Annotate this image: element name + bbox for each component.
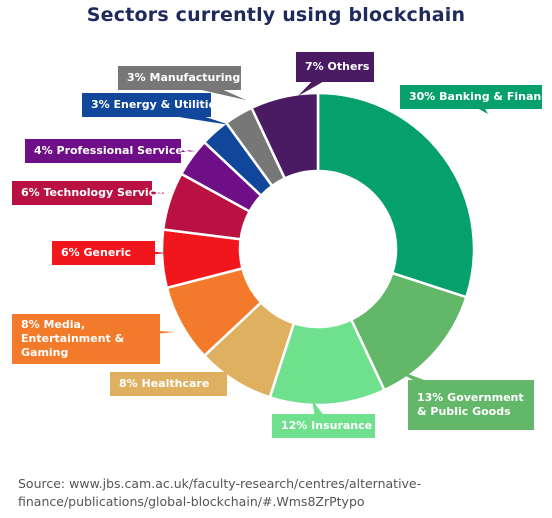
slice-label: 4% Professional Services xyxy=(25,139,189,163)
slice-label: 7% Others xyxy=(296,52,374,82)
slice-label: 3% Energy & Utilities xyxy=(82,93,223,117)
slice-label: 13% Government & Public Goods xyxy=(408,380,534,430)
chart-title: Sectors currently using blockchain xyxy=(86,4,466,26)
slice-label: 12% Insurance xyxy=(272,414,375,438)
source-note: Source: www.jbs.cam.ac.uk/faculty-resear… xyxy=(18,476,422,509)
slice-label: 8% Healthcare xyxy=(110,372,227,396)
slice-label: 6% Generic xyxy=(52,241,155,265)
donut-slice xyxy=(316,91,476,299)
slice-label: 3% Manufacturing xyxy=(118,66,241,90)
slice-label: 6% Technology Services xyxy=(12,181,169,205)
slice-label: 8% Media, Entertainment & Gaming xyxy=(12,314,160,364)
slice-label: 30% Banking & Finance xyxy=(400,85,552,109)
donut-slice xyxy=(249,91,320,181)
